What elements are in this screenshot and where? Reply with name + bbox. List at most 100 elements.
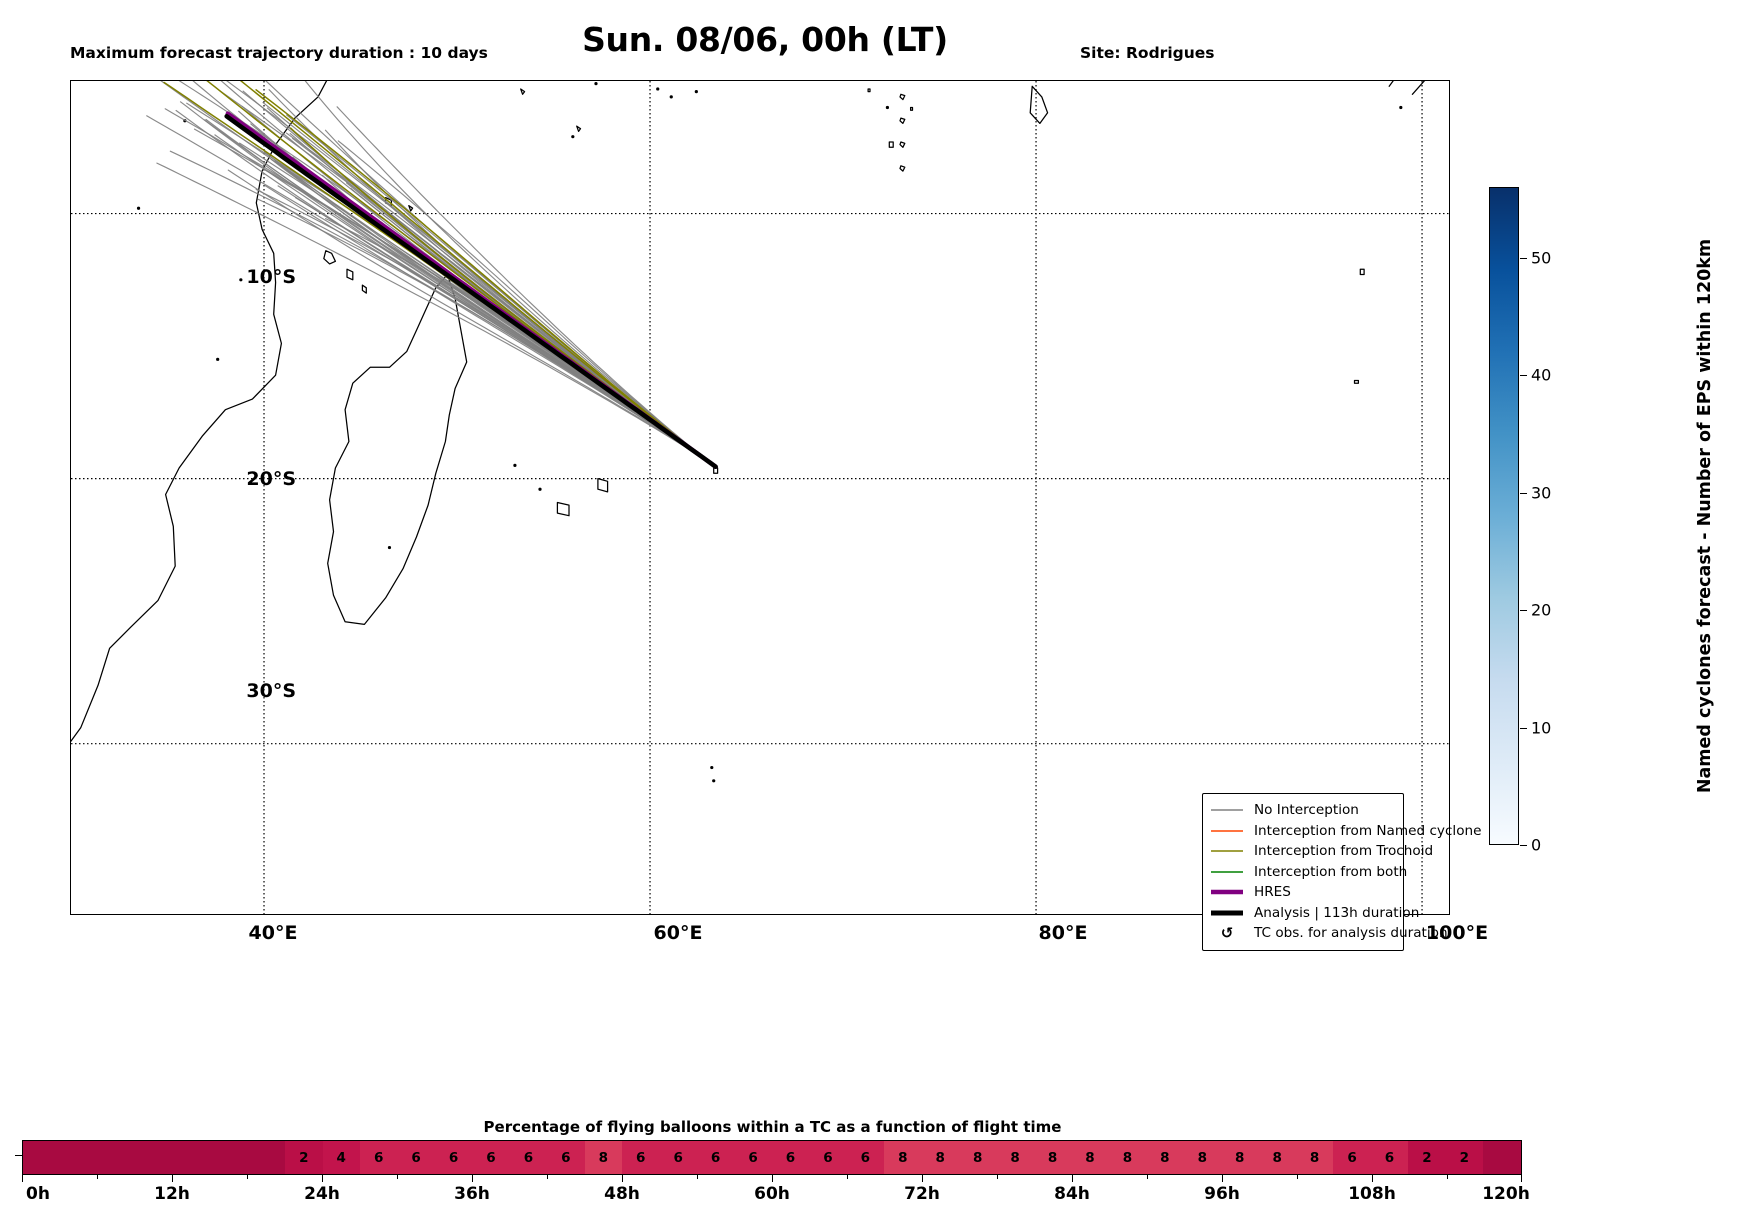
percentage-bar-cell[interactable]: 6 (1333, 1141, 1371, 1174)
colorbar[interactable]: 0 10 20 30 40 50 (1489, 187, 1551, 855)
percentage-bar-cell[interactable]: 8 (1295, 1141, 1334, 1174)
percentage-bar-cell[interactable]: 6 (734, 1141, 772, 1174)
percentage-bar-cell[interactable]: 6 (397, 1141, 435, 1174)
legend-item-no-interception[interactable]: No Interception (1209, 800, 1395, 821)
percentage-bar-cell[interactable] (247, 1141, 286, 1174)
percentage-bar-cell[interactable]: 6 (622, 1141, 660, 1174)
colorbar-tick (1520, 727, 1527, 729)
time-axis-minor-tick (1297, 1175, 1299, 1179)
time-axis-minor-tick (397, 1175, 399, 1179)
percentage-bar-cell[interactable]: 6 (696, 1141, 735, 1174)
percentage-bar-cell[interactable]: 2 (1408, 1141, 1446, 1174)
time-axis-minor-tick (247, 1175, 249, 1179)
time-axis-minor-tick (1447, 1175, 1449, 1179)
percentage-bar-cell[interactable]: 6 (359, 1141, 398, 1174)
percentage-bar-cell[interactable]: 6 (547, 1141, 585, 1174)
time-axis-tick (1520, 1175, 1522, 1182)
time-axis-minor-tick (1147, 1175, 1149, 1179)
percentage-bar-cell[interactable]: 2 (285, 1141, 323, 1174)
percentage-bar-cell[interactable]: 2 (1445, 1141, 1484, 1174)
percentage-bar-cell[interactable]: 8 (921, 1141, 959, 1174)
legend-item-hres[interactable]: HRES (1209, 882, 1395, 903)
legend-item-both[interactable]: Interception from both (1209, 862, 1407, 883)
legend-label-3: Interception from both (1254, 863, 1408, 880)
time-axis-tick (772, 1175, 774, 1182)
map-island-markers (136, 82, 1403, 783)
percentage-bar-cell[interactable]: 6 (846, 1141, 885, 1174)
percentage-bar-cell[interactable]: 6 (1370, 1141, 1409, 1174)
percentage-bar-cell[interactable]: 8 (1071, 1141, 1109, 1174)
time-axis-tick-label: 72h (904, 1184, 940, 1204)
colorbar-tick-label: 10 (1531, 718, 1552, 737)
percentage-bar-cell[interactable] (172, 1141, 211, 1174)
percentage-bar-cell[interactable]: 6 (659, 1141, 697, 1174)
time-axis-tick-label: 36h (454, 1184, 490, 1204)
legend-line-icon-named-cyclone (1209, 828, 1245, 834)
percentage-bar-cell[interactable]: 6 (434, 1141, 473, 1174)
percentage-bar-cell[interactable] (97, 1141, 136, 1174)
colorbar-tick (1520, 375, 1527, 377)
legend-line-icon-hres (1209, 888, 1245, 896)
legend-label-4: HRES (1254, 884, 1291, 901)
legend-item-analysis[interactable]: Analysis | 113h duration (1209, 903, 1419, 924)
legend-item-tc-obs[interactable]: ↺ TC obs. for analysis duration (1209, 923, 1448, 944)
colorbar-tick (1520, 492, 1527, 494)
percentage-bar-cell[interactable] (60, 1141, 98, 1174)
map-xtick-label-2: 80°E (1038, 922, 1088, 944)
percentage-bar-cell[interactable]: 8 (1221, 1141, 1259, 1174)
colorbar-gradient-fill (1490, 188, 1518, 844)
legend-label-1: Interception from Named cyclone (1254, 822, 1482, 839)
map-content (71, 81, 1449, 914)
map-ytick-label-2: 30°S (246, 680, 296, 702)
legend-label-6: TC obs. for analysis duration (1254, 925, 1448, 942)
percentage-bar-cell[interactable]: 8 (1108, 1141, 1147, 1174)
percentage-bar-cell[interactable]: 6 (771, 1141, 810, 1174)
map-legend[interactable]: No Interception Interception from Named … (1202, 793, 1482, 951)
time-axis-tick-label: 60h (754, 1184, 790, 1204)
percentage-bar-cell[interactable]: 4 (322, 1141, 360, 1174)
percentage-bar-cell[interactable]: 6 (809, 1141, 847, 1174)
percentage-bar-cell[interactable]: 8 (996, 1141, 1034, 1174)
map-ytick-label-1: 20°S (246, 468, 296, 490)
time-axis-tick (922, 1175, 924, 1182)
colorbar-tick-label: 50 (1531, 248, 1552, 267)
percentage-bar-cell[interactable]: 6 (509, 1141, 548, 1174)
legend-line-icon-both (1209, 869, 1245, 875)
time-axis-minor-tick (547, 1175, 549, 1179)
percentage-bar-cell[interactable] (135, 1141, 173, 1174)
colorbar-tick-label: 0 (1531, 835, 1542, 855)
colorbar-tick-label: 30 (1531, 483, 1552, 502)
percentage-bar-cell[interactable]: 8 (1146, 1141, 1184, 1174)
percentage-bar-cell[interactable]: 8 (884, 1141, 922, 1174)
percentage-bar-cell[interactable] (210, 1141, 248, 1174)
map-xtick-label-0: 40°E (248, 922, 298, 944)
legend-item-named-cyclone[interactable]: Interception from Named cyclone (1209, 821, 1482, 842)
cyclone-glyph: ↺ (1220, 923, 1234, 942)
time-axis-tick-label: 108h (1348, 1184, 1396, 1204)
page-title: Sun. 08/06, 00h (LT) (582, 20, 948, 59)
time-axis-tick-label: 84h (1054, 1184, 1090, 1204)
coastline (71, 81, 1426, 743)
time-axis-tick-label: 24h (304, 1184, 340, 1204)
colorbar-tick (1520, 845, 1527, 847)
legend-line-icon-trochoid (1209, 848, 1245, 854)
percentage-bar-cell[interactable]: 8 (584, 1141, 622, 1174)
percentage-bar-cell[interactable]: 6 (472, 1141, 510, 1174)
colorbar-axis-label: Named cyclones forecast - Number of EPS … (1690, 187, 1720, 845)
header-left-line-1: Maximum forecast trajectory duration : 1… (70, 44, 488, 63)
map-plot-area[interactable] (70, 80, 1450, 915)
legend-item-trochoid[interactable]: Interception from Trochoid (1209, 841, 1433, 862)
percentage-bar-cell[interactable] (23, 1141, 61, 1174)
percentage-bar-cell[interactable] (1483, 1141, 1521, 1174)
percentage-bar-cell[interactable]: 8 (1258, 1141, 1296, 1174)
percentage-bar-time-axis: 0h 12h 24h 36h 48h 60h 72h 84h 96h 108h 120h (22, 1175, 1530, 1209)
percentage-bar-cell[interactable]: 8 (1183, 1141, 1221, 1174)
legend-label-0: No Interception (1254, 802, 1359, 819)
time-axis-tick (22, 1175, 24, 1182)
percentage-bar-cell[interactable]: 8 (1033, 1141, 1072, 1174)
eps-trajectories (146, 81, 717, 468)
legend-line-icon-analysis (1209, 909, 1245, 917)
percentage-bar-cell[interactable]: 8 (958, 1141, 997, 1174)
colorbar-tick (1520, 257, 1527, 259)
